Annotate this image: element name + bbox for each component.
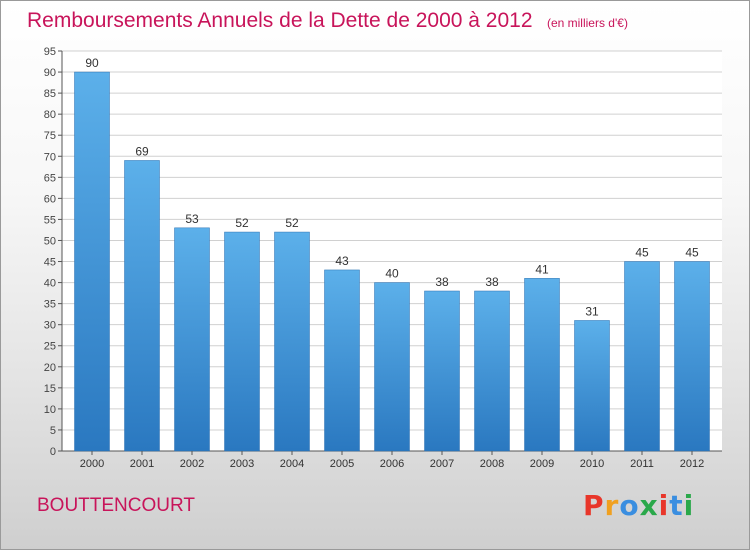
x-tick-label: 2006 <box>380 458 404 470</box>
x-tick-label: 2007 <box>430 458 454 470</box>
bar-2003 <box>224 231 260 452</box>
y-tick-label: 80 <box>44 109 56 121</box>
x-tick-label: 2008 <box>480 458 504 470</box>
x-tick-label: 2005 <box>330 458 354 470</box>
bar-2004 <box>274 231 310 452</box>
x-tick-label: 2002 <box>180 458 204 470</box>
commune-name: BOUTTENCOURT <box>37 495 195 516</box>
bar-2009 <box>524 278 560 452</box>
y-tick-label: 90 <box>44 67 56 79</box>
y-tick-label: 70 <box>44 151 56 163</box>
y-tick-label: 45 <box>44 257 56 269</box>
y-tick-label: 40 <box>44 278 56 290</box>
y-tick-label: 30 <box>44 320 56 332</box>
x-tick-label: 2011 <box>630 458 654 470</box>
chart-unit-text: (en milliers d'€) <box>546 16 628 30</box>
bar-2007 <box>424 290 460 452</box>
x-tick-label: 2010 <box>580 458 604 470</box>
bar-value-label: 43 <box>335 254 349 268</box>
logo-letter: x <box>639 489 659 522</box>
bar-value-label: 69 <box>135 144 149 158</box>
logo-letter: i <box>683 489 695 522</box>
bar-value-label: 38 <box>485 275 499 289</box>
bar-value-label: 45 <box>635 246 649 260</box>
bar-2011 <box>624 261 660 452</box>
bar-value-label: 40 <box>385 267 399 281</box>
bar-2005 <box>324 269 360 452</box>
y-tick-label: 15 <box>44 383 56 395</box>
bar-value-label: 45 <box>685 246 699 260</box>
logo-letter: i <box>658 489 670 522</box>
bar-value-label: 31 <box>585 304 599 318</box>
y-tick-label: 10 <box>44 404 56 416</box>
y-tick-label: 55 <box>44 214 56 226</box>
x-tick-label: 2004 <box>280 458 304 470</box>
y-tick-label: 5 <box>50 425 56 437</box>
y-tick-label: 25 <box>44 341 56 353</box>
x-tick-label: 2009 <box>530 458 554 470</box>
x-tick-label: 2001 <box>130 458 154 470</box>
chart-title-text: Remboursements Annuels de la Dette de 20… <box>27 9 533 32</box>
chart-title: Remboursements Annuels de la Dette de 20… <box>27 9 628 33</box>
y-tick-label: 85 <box>44 88 56 100</box>
y-tick-label: 0 <box>50 446 56 458</box>
bar-value-label: 52 <box>285 216 299 230</box>
bar-value-label: 53 <box>185 212 199 226</box>
y-tick-label: 95 <box>44 46 56 58</box>
bar-2000 <box>74 71 110 452</box>
x-tick-label: 2012 <box>680 458 704 470</box>
bar-2008 <box>474 290 510 452</box>
x-tick-label: 2003 <box>230 458 254 470</box>
y-tick-label: 65 <box>44 172 56 184</box>
y-tick-label: 50 <box>44 235 56 247</box>
logo-letter: o <box>619 489 640 522</box>
logo-letter: P <box>583 489 605 522</box>
y-tick-label: 75 <box>44 130 56 142</box>
bar-2006 <box>374 282 410 452</box>
y-tick-label: 20 <box>44 362 56 374</box>
x-tick-label: 2000 <box>80 458 104 470</box>
bar-2012 <box>674 261 710 452</box>
bar-value-label: 52 <box>235 216 249 230</box>
bar-2001 <box>124 160 160 452</box>
logo-letter: t <box>669 489 684 522</box>
bar-2010 <box>574 320 610 452</box>
proxiti-logo[interactable]: Proxiti <box>583 489 694 522</box>
y-tick-label: 60 <box>44 193 56 205</box>
logo-letter: r <box>604 489 620 522</box>
bar-value-label: 38 <box>435 275 449 289</box>
y-tick-label: 35 <box>44 299 56 311</box>
bar-value-label: 41 <box>535 262 549 276</box>
bar-value-label: 90 <box>85 56 99 70</box>
bar-2002 <box>174 227 210 452</box>
